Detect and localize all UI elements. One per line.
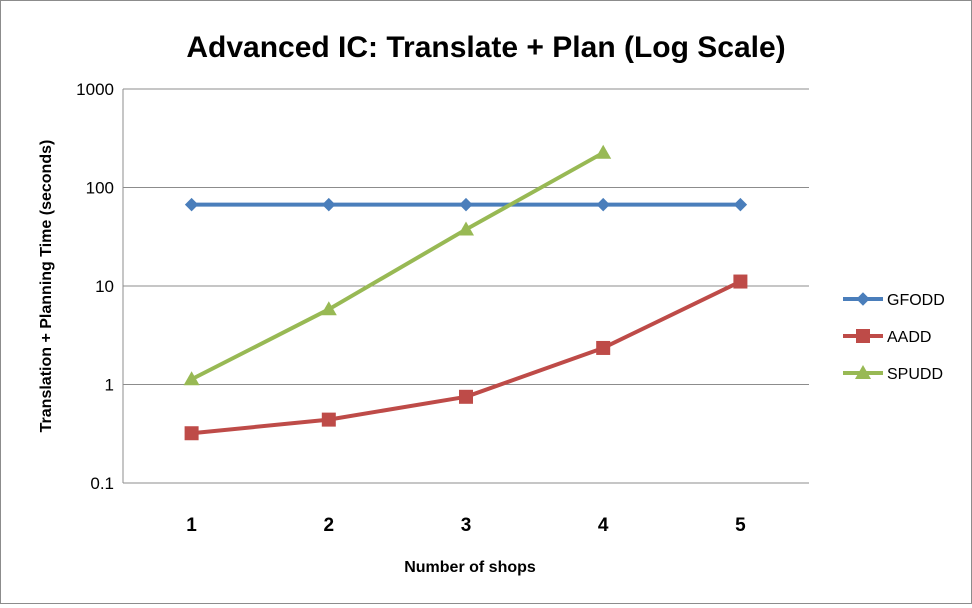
data-point-aadd [596, 340, 611, 355]
gridlines [122, 88, 809, 484]
y-tick-label: 0.1 [90, 474, 114, 493]
x-tick-labels: 1 2 3 4 5 [186, 515, 746, 536]
data-point-spudd [595, 144, 612, 159]
data-point-aadd [733, 274, 748, 289]
series-line-spudd [190, 151, 605, 382]
y-tick-label: 1000 [76, 80, 114, 99]
legend-label-aadd: AADD [887, 329, 931, 346]
data-point-spudd [320, 301, 337, 316]
legend-label-gfodd: GFODD [887, 292, 945, 309]
chart-title: Advanced IC: Translate + Plan (Log Scale… [186, 31, 785, 64]
legend-marker-aadd [856, 329, 870, 343]
y-tick-label: 10 [95, 277, 114, 296]
data-point-gfodd [322, 197, 336, 212]
legend-label-spudd: SPUDD [887, 366, 943, 383]
data-point-gfodd [459, 197, 473, 212]
data-point-aadd [459, 389, 473, 404]
data-point-spudd [183, 371, 200, 386]
x-tick-label: 1 [186, 515, 197, 536]
legend: GFODD AADD SPUDD [843, 292, 945, 383]
y-tick-label: 1 [105, 376, 114, 395]
x-tick-label: 3 [461, 515, 472, 536]
y-tick-labels: 0.1 1 10 100 1000 [76, 80, 114, 493]
x-tick-label: 4 [598, 515, 609, 536]
y-axis-label: Translation + Planning Time (seconds) [38, 140, 55, 433]
data-point-gfodd [733, 197, 748, 212]
legend-marker-gfodd [856, 292, 870, 306]
data-point-gfodd [184, 197, 199, 212]
y-tick-label: 100 [86, 179, 114, 198]
series-line-aadd [191, 279, 742, 436]
x-tick-label: 2 [324, 515, 335, 536]
series-group [183, 144, 748, 441]
x-tick-label: 5 [735, 515, 746, 536]
data-point-aadd [184, 426, 199, 441]
data-point-spudd [458, 221, 474, 236]
x-axis-label: Number of shops [404, 559, 536, 576]
data-point-gfodd [596, 197, 610, 212]
data-point-aadd [321, 412, 336, 427]
legend-marker-spudd [855, 365, 871, 379]
